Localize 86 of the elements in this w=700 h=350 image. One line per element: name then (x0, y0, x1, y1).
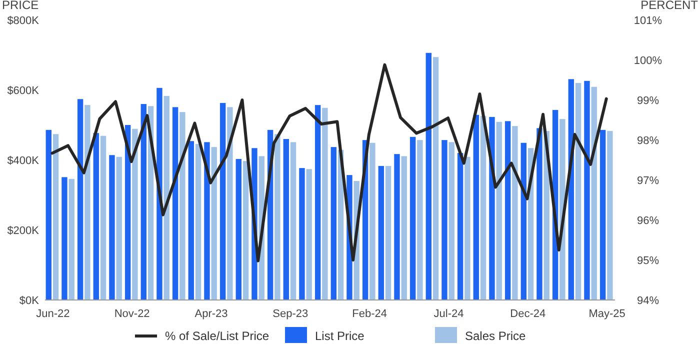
legend-label: % of Sale/List Price (165, 329, 270, 343)
bar (299, 168, 305, 300)
legend-label: List Price (315, 329, 365, 343)
bar (496, 122, 502, 300)
y2-tick-label: 101% (634, 15, 662, 27)
bar (242, 161, 249, 300)
y-tick-label: $400K (7, 155, 40, 167)
bar (140, 104, 146, 300)
y2-tick-label: 100% (634, 55, 662, 67)
bar (322, 108, 328, 300)
bar (385, 166, 392, 300)
y2-tick-label: 95% (636, 255, 660, 267)
y2-tick-label: 98% (636, 135, 660, 147)
y2-tick-label: 99% (636, 95, 660, 107)
bar (306, 169, 312, 300)
bar (401, 156, 407, 300)
bar (195, 144, 202, 300)
bar (378, 166, 384, 300)
bar (236, 158, 242, 300)
y2-axis-title: PERCENT (640, 0, 699, 12)
bar (489, 116, 495, 300)
x-tick-label: Jun-22 (36, 308, 70, 320)
bar (457, 153, 464, 300)
bar (109, 155, 115, 300)
x-tick-label: Sep-23 (272, 308, 308, 320)
bar (600, 130, 606, 300)
x-tick-label: Apr-23 (194, 308, 228, 320)
bar (432, 57, 439, 300)
bar (473, 114, 479, 300)
x-tick-label: Dec-24 (510, 308, 546, 320)
bar (607, 130, 613, 300)
bar (188, 141, 194, 300)
bar (520, 142, 526, 300)
bar (172, 107, 178, 300)
bar (442, 140, 448, 300)
bar (46, 130, 52, 300)
y-tick-label: $0K (19, 295, 40, 307)
y2-tick-label: 96% (636, 215, 660, 227)
bar (274, 134, 280, 300)
bar (211, 147, 217, 300)
bar (314, 105, 321, 300)
y-tick-label: $800K (7, 15, 40, 27)
bar (180, 112, 186, 300)
bar (220, 102, 226, 300)
bar (584, 80, 590, 300)
bar (512, 126, 518, 300)
x-tick-label: Nov-22 (114, 308, 150, 320)
bar (370, 142, 376, 300)
bar (283, 139, 289, 300)
y2-tick-label: 94% (636, 295, 660, 307)
bar (68, 178, 74, 300)
bar (536, 128, 542, 300)
bar (575, 83, 582, 300)
bar (164, 96, 170, 300)
x-tick-label: May-25 (588, 308, 626, 320)
bar (417, 140, 423, 300)
y-tick-label: $600K (7, 85, 40, 97)
bar (116, 156, 122, 300)
bar (62, 177, 68, 300)
bar (290, 142, 296, 300)
bar (227, 107, 233, 300)
bar (93, 133, 99, 300)
bar (464, 156, 470, 300)
bar (448, 142, 454, 300)
bar (52, 134, 59, 300)
legend-label: Sales Price (465, 329, 526, 343)
bar (410, 136, 416, 300)
bar (504, 121, 511, 300)
x-tick-label: Jul-24 (434, 308, 464, 320)
bar (394, 154, 400, 300)
y-tick-label: $200K (7, 225, 40, 237)
y2-tick-label: 97% (636, 175, 660, 187)
bar (591, 86, 597, 300)
bar (480, 116, 486, 300)
line-series (50, 63, 608, 262)
x-tick-label: Feb-24 (352, 308, 388, 320)
bar (426, 52, 432, 300)
bar (132, 128, 138, 300)
y-axis-title: PRICE (2, 0, 39, 12)
bar (330, 147, 336, 300)
bar (204, 142, 210, 300)
bar (156, 88, 162, 300)
bar (84, 105, 90, 300)
bar (124, 125, 131, 300)
bar (77, 99, 84, 300)
bar (100, 136, 106, 300)
